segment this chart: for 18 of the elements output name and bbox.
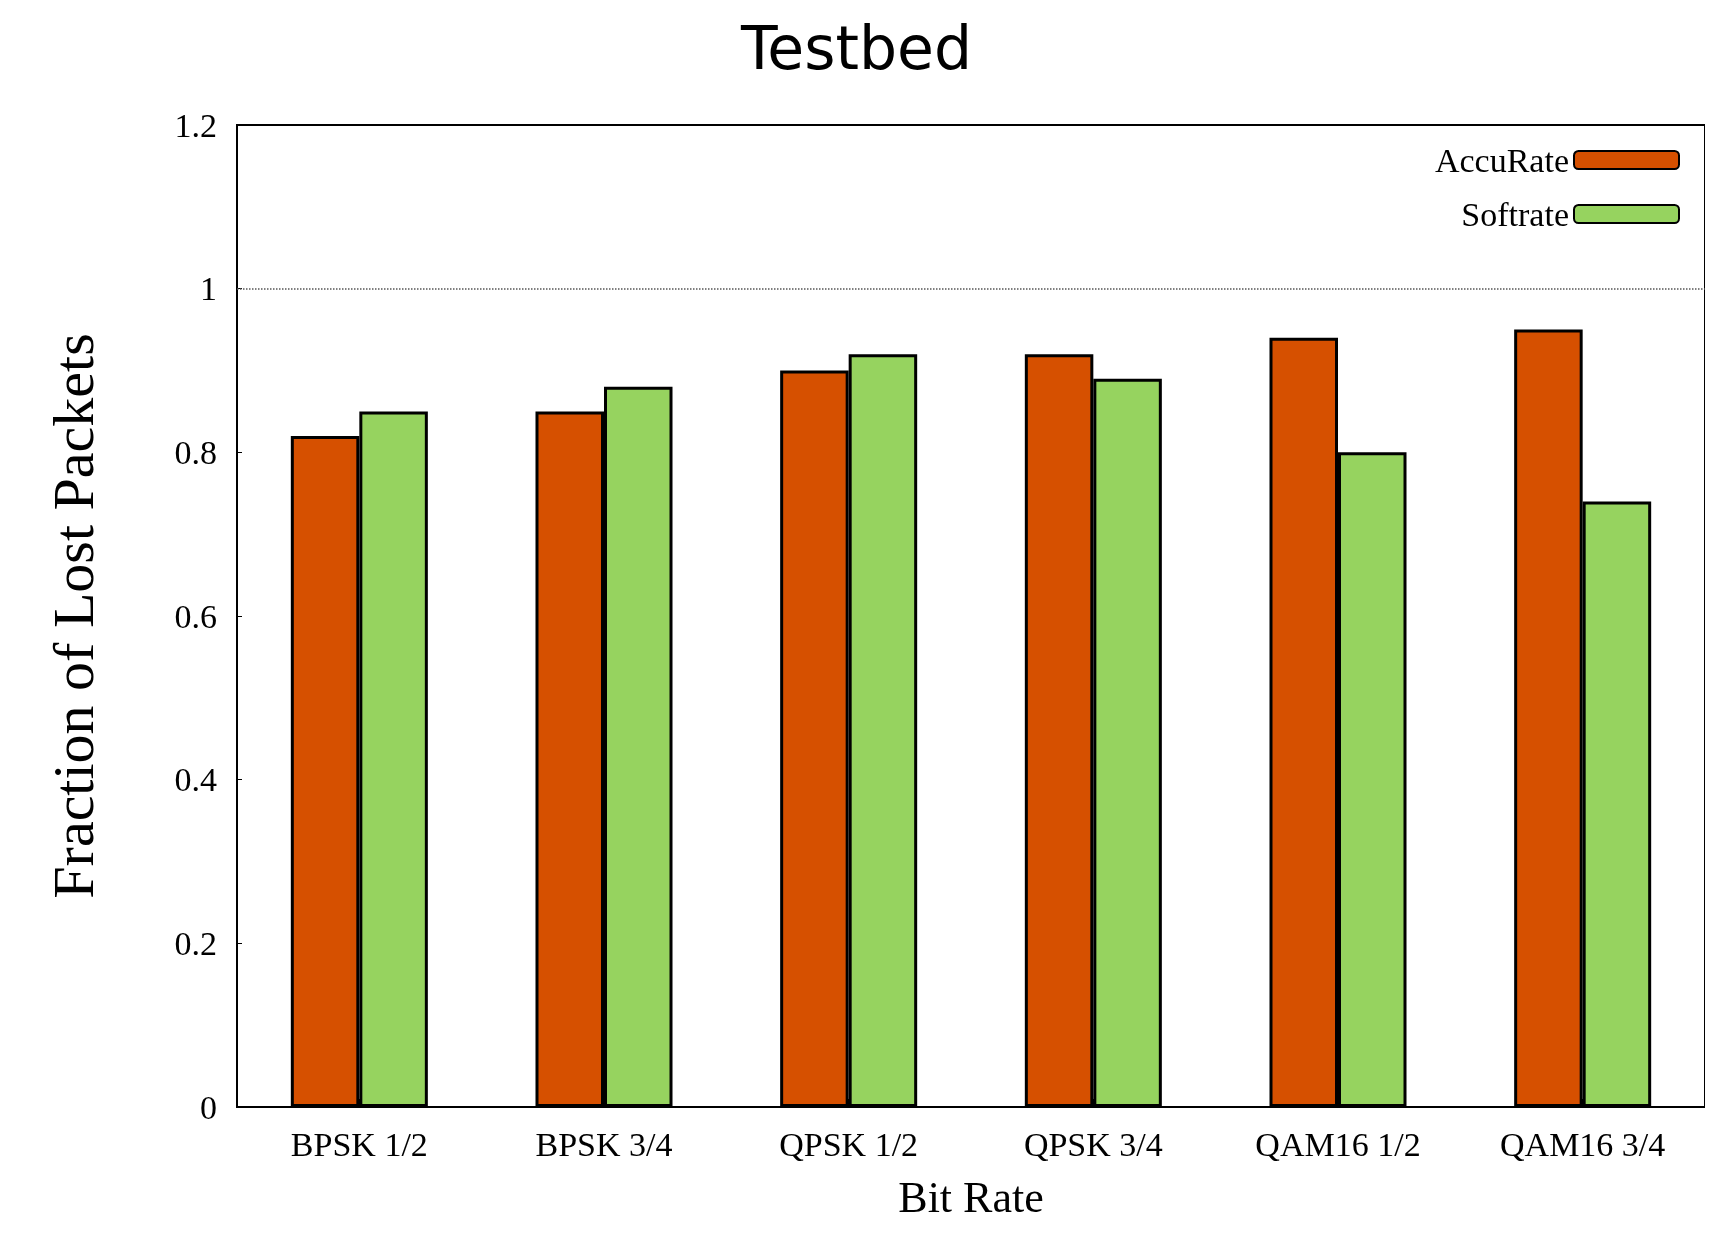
- y-tick-label: 0.8: [174, 433, 217, 471]
- x-tick-label: BPSK 1/2: [290, 1125, 428, 1163]
- x-tick-label: QPSK 1/2: [779, 1125, 919, 1163]
- x-axis-title: Bit Rate: [898, 1172, 1044, 1222]
- legend-label: Softrate: [1461, 195, 1569, 233]
- chart-title: Testbed: [739, 13, 973, 83]
- legend-label: AccuRate: [1434, 141, 1569, 179]
- y-tick-label: 1.2: [174, 106, 217, 144]
- y-axis-title: Fraction of Lost Packets: [40, 333, 106, 899]
- x-tick-label: QAM16 3/4: [1500, 1125, 1666, 1163]
- y-tick-label: 0.2: [174, 924, 217, 962]
- y-tick-label: 0.6: [174, 597, 217, 635]
- y-tick-label: 1: [200, 270, 217, 308]
- y-tick-label: 0: [200, 1088, 217, 1126]
- x-tick-label: QAM16 1/2: [1255, 1125, 1421, 1163]
- x-tick-label: QPSK 3/4: [1023, 1125, 1163, 1163]
- y-tick-label: 0.4: [174, 761, 217, 799]
- x-tick-label: BPSK 3/4: [535, 1125, 673, 1163]
